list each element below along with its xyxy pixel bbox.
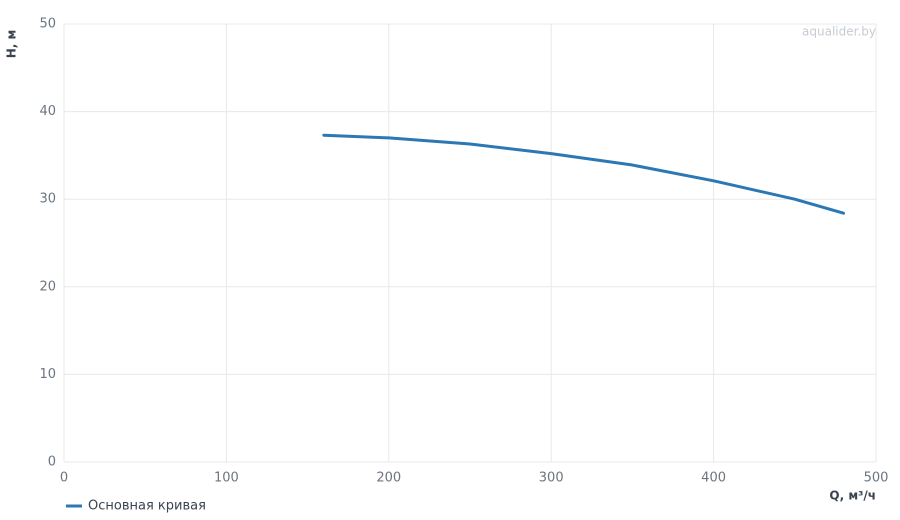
x-tick-label: 300 (539, 471, 564, 486)
y-tick-label: 20 (39, 279, 56, 294)
x-axis-title: Q, м³/ч (829, 489, 876, 503)
y-tick-label: 10 (39, 367, 56, 382)
watermark: aqualider.by (802, 25, 876, 39)
x-tick-label: 200 (376, 471, 401, 486)
x-tick-label: 100 (214, 471, 239, 486)
x-tick-label: 500 (864, 471, 889, 486)
y-tick-label: 50 (39, 17, 56, 32)
y-tick-label: 40 (39, 104, 56, 119)
y-tick-label: 0 (48, 455, 56, 470)
x-tick-label: 400 (701, 471, 726, 486)
y-tick-label: 30 (39, 192, 56, 207)
y-axis-title: H, м (5, 30, 19, 59)
series-line (322, 133, 846, 215)
legend-label: Основная кривая (88, 499, 206, 514)
x-tick-label: 0 (60, 471, 68, 486)
